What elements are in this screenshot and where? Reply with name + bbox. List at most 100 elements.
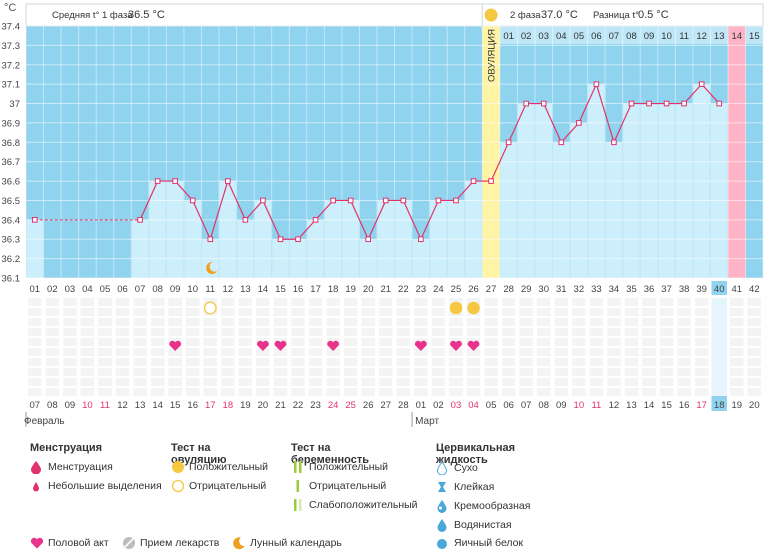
temp-point[interactable] [400,197,407,204]
temp-point[interactable] [523,100,529,107]
date-label: 22 [293,400,304,411]
temp-point[interactable] [382,197,389,204]
grid-cell [536,378,551,386]
grid-cell [379,308,393,316]
temp-point[interactable] [576,120,582,126]
temp-point[interactable] [347,197,354,204]
grid-cell [659,338,674,346]
temp-point[interactable] [225,178,231,184]
grid-cell [642,308,656,316]
heart-icon[interactable] [467,340,480,351]
grid-cell [80,348,95,356]
temp-point[interactable] [435,197,442,204]
temp-point[interactable] [470,178,477,184]
temp-point[interactable] [242,217,249,223]
grid-cell [98,308,112,316]
grid-cell [98,368,112,376]
ovulation-test-positive-icon[interactable] [449,301,463,315]
cycle-day-label: 32 [574,284,585,295]
temp-point[interactable] [540,100,547,107]
temp-point[interactable] [505,139,512,146]
grid-cell [203,358,218,366]
temp-point[interactable] [418,236,424,243]
temp-point[interactable] [716,100,723,107]
temp-point[interactable] [207,236,214,243]
legend-cervical-eggwhite-label: Яичный белок [454,537,524,549]
ovulation-test-negative-icon[interactable] [203,301,217,315]
legend-cervical-eggwhite: Яичный белок [436,535,556,551]
grid-cell [554,298,569,306]
temp-point[interactable] [453,197,459,204]
moon-icon [233,537,245,550]
temp-bar [26,219,44,278]
grid-cell [379,318,393,326]
legend-spotting: Небольшие выделения [30,478,170,494]
legend-ovtest-title: Тест на овуляцию [171,442,227,466]
cycle-day-label: 35 [626,284,637,295]
legend-lunar-label: Лунный календарь [250,537,342,549]
grid-cell [203,318,218,326]
grid-cell [238,318,253,326]
cycle-day-label: 23 [416,284,427,295]
grid-cell [361,358,375,366]
temp-point[interactable] [31,217,38,223]
temp-point[interactable] [260,197,266,204]
heart-icon[interactable] [450,340,462,351]
moon-icon [206,261,218,274]
grid-cell [343,368,358,376]
grid-cell [466,348,481,356]
grid-cell [396,308,411,316]
cycle-day-label: 12 [223,284,234,295]
grid-cell [431,318,446,326]
temp-point[interactable] [365,236,372,243]
grid-cell [659,328,674,336]
temp-point[interactable] [646,100,652,107]
grid-cell [256,338,270,346]
month-label: Март [415,416,439,427]
heart-icon[interactable] [414,340,427,351]
heart-icon[interactable] [169,340,182,351]
grid-cell [501,318,516,326]
temp-point[interactable] [593,81,600,87]
grid-cell [133,338,147,346]
grid-cell [554,308,569,316]
temp-point[interactable] [698,81,705,87]
grid-cell [221,318,235,326]
temp-point[interactable] [628,100,635,107]
temp-point[interactable] [611,139,617,146]
cycle-day-label: 06 [117,284,128,295]
grid-cell [221,348,235,356]
temp-point[interactable] [189,197,196,204]
grid-cell [747,348,762,356]
temp-point[interactable] [154,178,161,184]
yellow-circle-icon [172,461,184,473]
temp-point[interactable] [558,139,565,146]
grid-cell [168,388,182,396]
grid-cell [536,358,551,366]
grid-cell [466,378,481,386]
temp-point[interactable] [330,197,336,204]
temp-point[interactable] [295,236,301,243]
temp-point[interactable] [277,236,284,243]
grid-cell [536,368,551,376]
temp-point[interactable] [681,100,687,107]
temp-point[interactable] [312,217,319,223]
temp-bar [131,219,149,278]
grid-cell [238,338,253,346]
grid-cell [238,358,253,366]
ovulation-test-positive-icon[interactable] [467,301,480,315]
heart-icon[interactable] [257,340,269,351]
grid-cell [519,378,533,386]
grid-cell [238,308,253,316]
heart-icon[interactable] [274,340,287,351]
grid-cell [63,328,77,336]
temp-point[interactable] [172,178,178,184]
grid-cell [572,338,586,346]
heart-icon[interactable] [327,340,340,351]
phase2-day-label: 12 [696,31,707,42]
grid-cell [273,348,288,356]
temp-point[interactable] [663,100,670,107]
temp-point[interactable] [137,217,143,223]
grid-cell [343,338,358,346]
temp-point[interactable] [488,178,494,184]
